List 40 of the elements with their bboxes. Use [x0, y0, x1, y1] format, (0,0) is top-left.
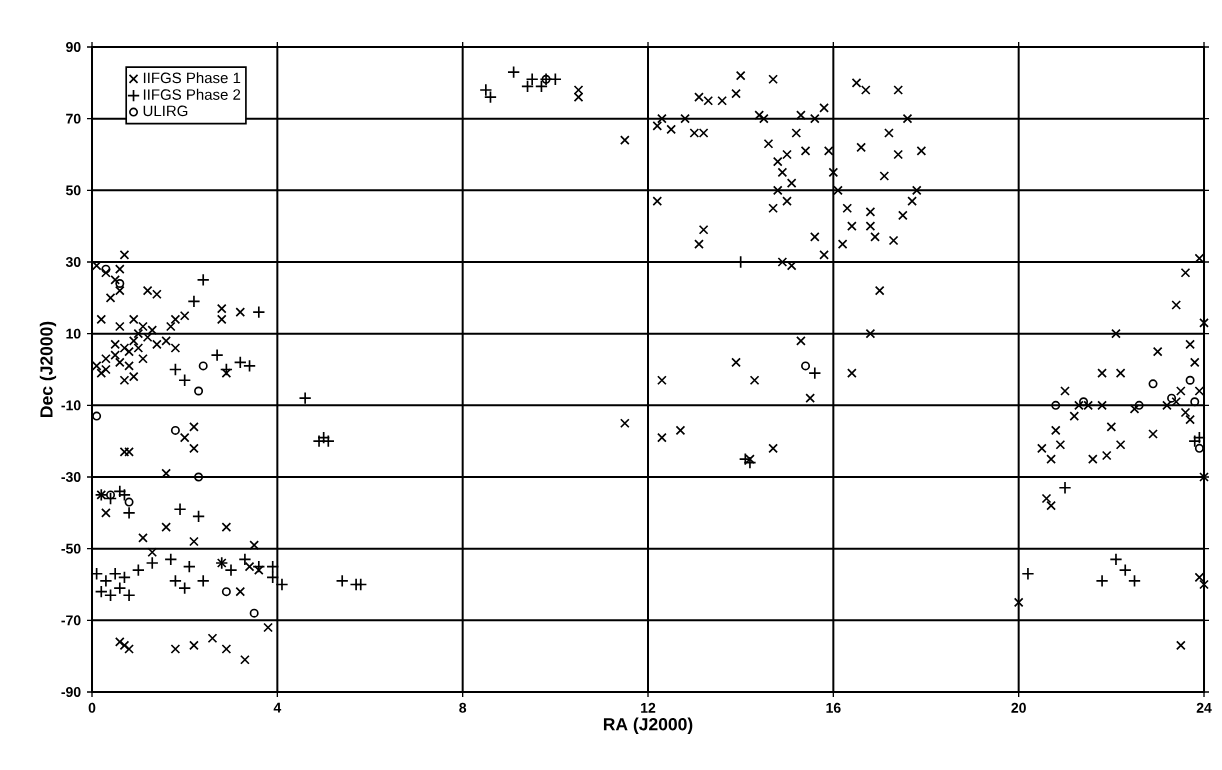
point [1190, 397, 1200, 407]
y-tick-label: -70 [61, 615, 81, 626]
x-tick-label: 4 [273, 702, 282, 713]
point [115, 278, 125, 288]
x-tick-label: 20 [1011, 702, 1026, 713]
x-tick-label: 16 [826, 702, 841, 713]
x-tick-label: 8 [459, 702, 467, 713]
y-tick-label: 90 [66, 42, 81, 52]
point [1148, 379, 1158, 389]
y-tick-label: 50 [65, 185, 81, 196]
y-tick-label: -10 [61, 400, 81, 411]
point [1194, 443, 1204, 453]
point [198, 361, 208, 371]
point [249, 608, 259, 618]
point [170, 425, 180, 435]
point [1079, 397, 1089, 407]
legend-label: ULIRG [143, 105, 188, 117]
y-tick-label: -50 [61, 543, 81, 554]
x-tick-label: 0 [88, 702, 96, 713]
y-axis-title: Dec (J2000) [39, 321, 57, 417]
point [101, 264, 111, 274]
y-tick-label: -30 [61, 472, 81, 482]
x-tick-label: 24 [1196, 702, 1212, 713]
x-tick-label: 12 [641, 702, 656, 713]
legend-label: IIFGS Phase 2 [143, 88, 241, 100]
point [194, 386, 204, 396]
point [124, 497, 134, 507]
point [194, 472, 204, 482]
point [1134, 400, 1144, 410]
y-tick-label: 70 [66, 113, 81, 124]
y-tick-label: -90 [61, 687, 81, 697]
point [801, 361, 811, 371]
point [221, 587, 231, 597]
legend-label: IIFGS Phase 1 [143, 72, 241, 84]
y-tick-label: 10 [66, 328, 81, 339]
point [1051, 400, 1061, 410]
x-axis-title: RA (J2000) [603, 717, 693, 734]
y-tick-label: 30 [65, 257, 81, 267]
point [1185, 375, 1195, 385]
point [92, 411, 102, 421]
